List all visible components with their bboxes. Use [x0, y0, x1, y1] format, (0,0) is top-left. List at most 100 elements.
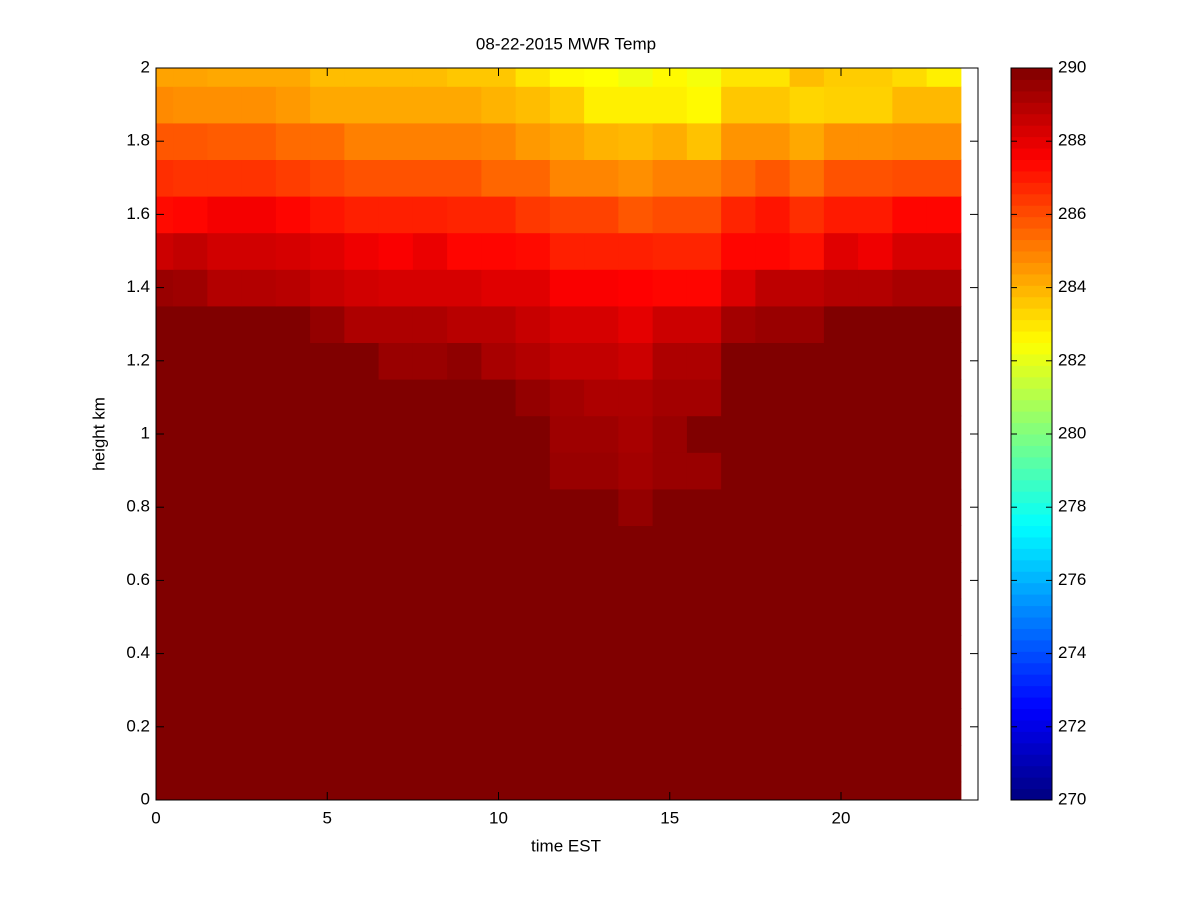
- heatmap-cell: [173, 562, 208, 600]
- colorbar-tick-label: 274: [1058, 643, 1086, 662]
- heatmap-cell: [515, 379, 551, 417]
- heatmap-cell: [241, 781, 277, 801]
- heatmap-cell: [481, 196, 517, 234]
- heatmap-cell: [549, 415, 585, 453]
- heatmap-cell: [447, 745, 482, 783]
- heatmap-cell: [275, 342, 311, 380]
- heatmap-cell: [310, 305, 345, 343]
- heatmap-cell: [412, 488, 448, 526]
- heatmap-cell: [549, 305, 585, 343]
- heatmap-cell: [378, 562, 414, 600]
- heatmap-cell: [549, 379, 585, 417]
- heatmap-cell: [652, 305, 688, 343]
- x-tick-label: 5: [323, 808, 332, 827]
- heatmap-cell: [686, 598, 722, 636]
- colorbar-swatch: [1011, 285, 1052, 298]
- heatmap-cell: [447, 708, 482, 746]
- heatmap-cell: [344, 452, 380, 490]
- heatmap-cell: [755, 415, 791, 453]
- heatmap-cell: [823, 342, 859, 380]
- colorbar-swatch: [1011, 125, 1052, 138]
- heatmap-cell: [892, 305, 928, 343]
- heatmap-cell: [412, 86, 448, 124]
- heatmap-cell: [858, 488, 893, 526]
- heatmap-cell: [618, 598, 654, 636]
- heatmap-cell: [344, 68, 380, 87]
- heatmap-cell: [156, 415, 174, 453]
- heatmap-cell: [618, 525, 654, 563]
- heatmap-cell: [618, 452, 654, 490]
- heatmap-cell: [515, 415, 551, 453]
- heatmap-cell: [755, 122, 791, 160]
- heatmap-cell: [755, 86, 791, 124]
- heatmap-cell: [926, 452, 962, 490]
- heatmap-cell: [584, 635, 619, 673]
- heatmap-cell: [686, 671, 722, 709]
- heatmap-cell: [275, 745, 311, 783]
- heatmap-cell: [721, 68, 756, 87]
- heatmap-cell: [378, 488, 414, 526]
- heatmap-cell: [378, 415, 414, 453]
- heatmap-cell: [447, 232, 482, 270]
- heatmap-cell: [344, 196, 380, 234]
- heatmap-cell: [652, 635, 688, 673]
- heatmap-cell: [378, 745, 414, 783]
- heatmap-cell: [584, 196, 619, 234]
- heatmap-cell: [515, 671, 551, 709]
- heatmap-cell: [412, 745, 448, 783]
- heatmap-cell: [412, 598, 448, 636]
- heatmap-cell: [344, 269, 380, 307]
- heatmap-cell: [310, 415, 345, 453]
- heatmap-cell: [378, 379, 414, 417]
- heatmap-cell: [721, 635, 756, 673]
- heatmap-cell: [686, 122, 722, 160]
- heatmap-cell: [789, 598, 825, 636]
- heatmap-cell: [618, 232, 654, 270]
- heatmap-cell: [755, 598, 791, 636]
- heatmap-cell: [686, 68, 722, 87]
- heatmap-cell: [618, 196, 654, 234]
- colorbar-swatch: [1011, 239, 1052, 252]
- colorbar-swatch: [1011, 605, 1052, 618]
- heatmap-cell: [618, 781, 654, 801]
- heatmap-cell: [549, 745, 585, 783]
- heatmap-cell: [447, 159, 482, 197]
- heatmap-cell: [926, 196, 962, 234]
- heatmap-cell: [926, 562, 962, 600]
- heatmap-cell: [515, 635, 551, 673]
- heatmap-cell: [549, 671, 585, 709]
- heatmap-cell: [823, 196, 859, 234]
- heatmap-cell: [584, 342, 619, 380]
- heatmap-cell: [926, 305, 962, 343]
- heatmap-cell: [241, 598, 277, 636]
- heatmap-cell: [447, 269, 482, 307]
- heatmap-cell: [156, 379, 174, 417]
- heatmap-cell: [892, 525, 928, 563]
- heatmap-cell: [652, 488, 688, 526]
- heatmap-cell: [755, 635, 791, 673]
- heatmap-cell: [156, 781, 174, 801]
- colorbar-swatch: [1011, 662, 1052, 675]
- heatmap-cell: [241, 68, 277, 87]
- heatmap-cell: [584, 269, 619, 307]
- heatmap-cell: [789, 305, 825, 343]
- heatmap-cell: [823, 635, 859, 673]
- heatmap-cell: [173, 342, 208, 380]
- heatmap-cell: [344, 635, 380, 673]
- heatmap-cell: [310, 525, 345, 563]
- heatmap-cell: [926, 122, 962, 160]
- heatmap-cell: [926, 232, 962, 270]
- heatmap-cell: [926, 68, 962, 87]
- colorbar-swatch: [1011, 628, 1052, 641]
- heatmap-cell: [310, 68, 345, 87]
- heatmap-cell: [858, 379, 893, 417]
- heatmap-cell: [686, 342, 722, 380]
- colorbar-swatch: [1011, 205, 1052, 218]
- heatmap-cell: [686, 196, 722, 234]
- heatmap-cell: [241, 159, 277, 197]
- heatmap-cell: [858, 415, 893, 453]
- heatmap-cell: [310, 452, 345, 490]
- heatmap-cell: [481, 745, 517, 783]
- colorbar-swatch: [1011, 765, 1052, 778]
- colorbar-swatch: [1011, 502, 1052, 515]
